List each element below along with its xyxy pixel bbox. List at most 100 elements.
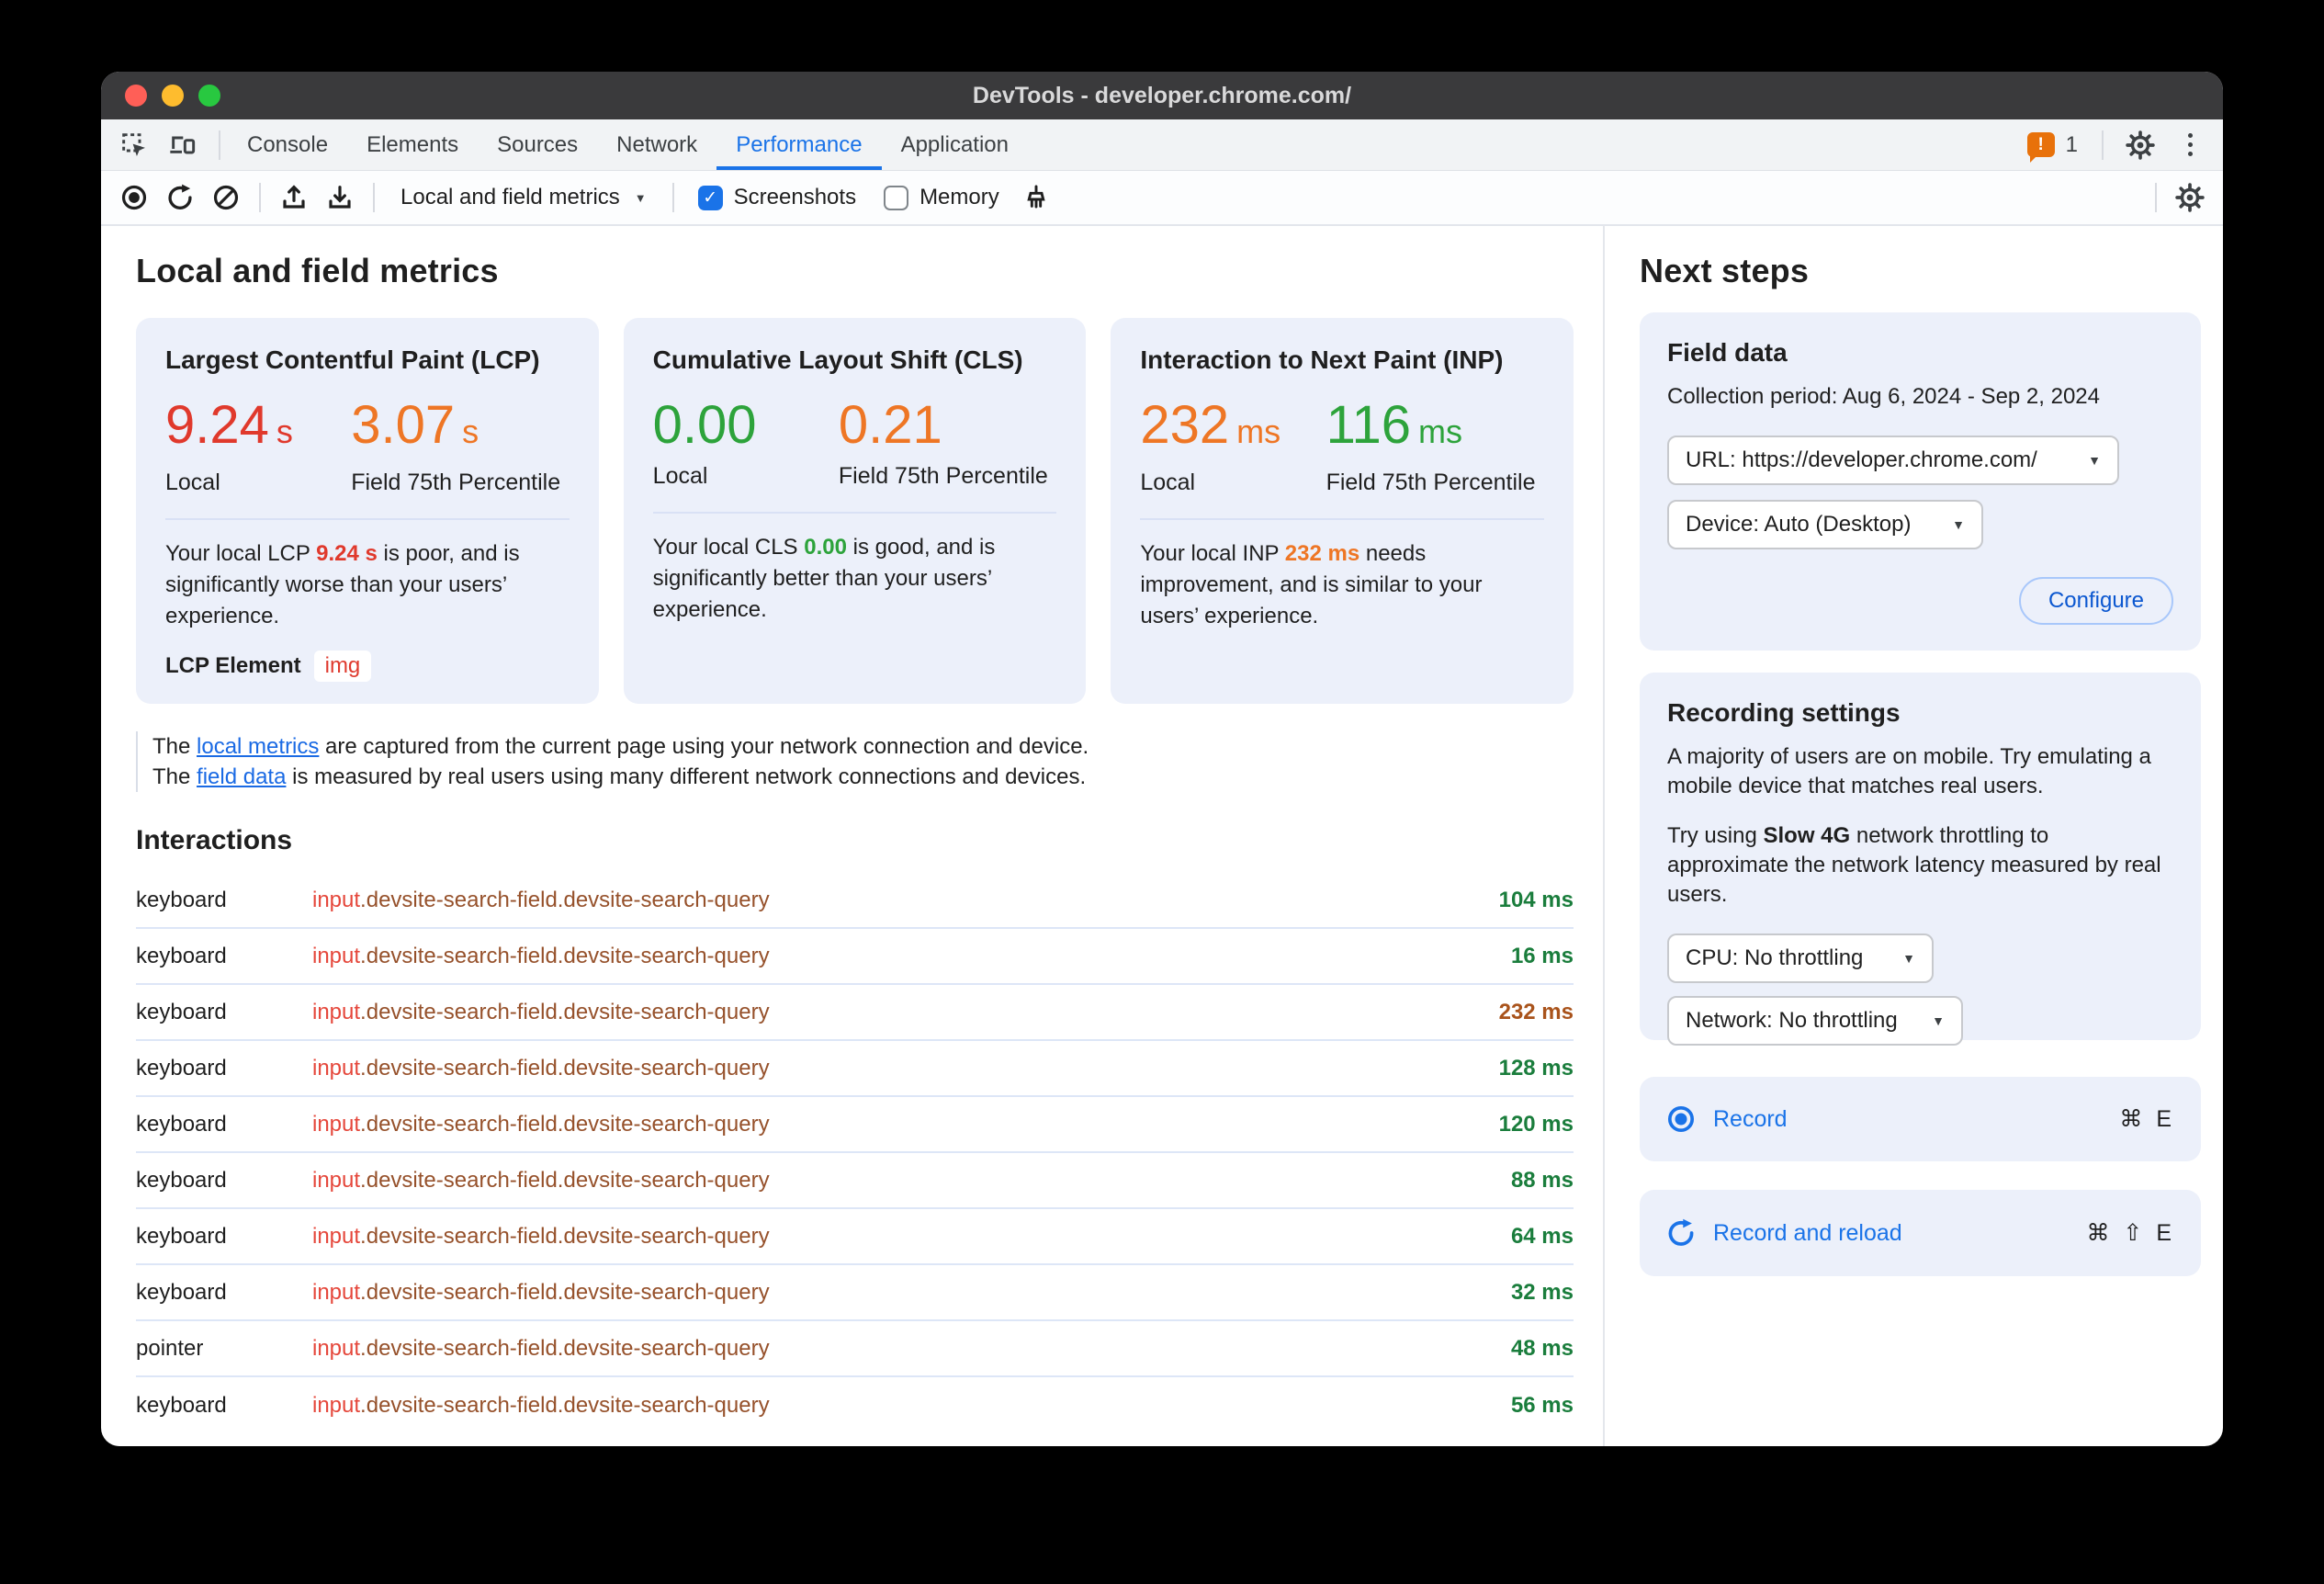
- network-throttling-select[interactable]: Network: No throttling ▼: [1667, 996, 1963, 1046]
- record-button[interactable]: Record ⌘ E: [1640, 1077, 2201, 1161]
- inp-local-value: 232 ms: [1140, 395, 1281, 455]
- panel-settings-gear-icon[interactable]: [2170, 178, 2210, 217]
- tab-performance[interactable]: Performance: [716, 119, 882, 170]
- performance-toolbar: Local and field metrics ▼ ✓ Screenshots …: [101, 171, 2223, 226]
- issues-warning-icon: !: [2026, 132, 2055, 163]
- table-row[interactable]: keyboard input.devsite-search-field.devsi…: [136, 1097, 1574, 1153]
- inp-description: Your local INP 232 ms needs improvement,…: [1140, 541, 1483, 628]
- cpu-throttling-select[interactable]: CPU: No throttling ▼: [1667, 933, 1934, 983]
- lcp-field-value: 3.07 s: [351, 395, 479, 455]
- panel-tabs: Console Elements Sources Network Perform…: [228, 119, 1028, 170]
- interaction-duration: 48 ms: [1510, 1335, 1574, 1361]
- interaction-duration: 56 ms: [1510, 1392, 1574, 1418]
- divider: [671, 183, 674, 212]
- tab-application[interactable]: Application: [900, 131, 1009, 157]
- tab-elements[interactable]: Elements: [367, 131, 459, 157]
- interaction-element-link[interactable]: input.devsite-search-field.devsite-searc…: [312, 1392, 770, 1418]
- field-data-link[interactable]: field data: [197, 764, 287, 789]
- table-row[interactable]: keyboard input.devsite-search-field.devsi…: [136, 1209, 1574, 1265]
- cls-card-title: Cumulative Layout Shift (CLS): [652, 345, 1023, 374]
- divider: [2102, 130, 2104, 160]
- lcp-card-title: Largest Contentful Paint (LCP): [165, 345, 540, 374]
- tab-sources[interactable]: Sources: [497, 131, 579, 157]
- download-profile-icon[interactable]: [320, 178, 360, 217]
- record-shortcut: ⌘ E: [2119, 1106, 2175, 1132]
- interaction-element-link[interactable]: input.devsite-search-field.devsite-searc…: [312, 887, 770, 912]
- metrics-note: The local metrics are captured from the …: [136, 731, 1574, 792]
- view-mode-select[interactable]: Local and field metrics ▼: [388, 185, 660, 210]
- cls-local-value: 0.00: [652, 395, 757, 455]
- interaction-element-link[interactable]: input.devsite-search-field.devsite-searc…: [312, 1111, 770, 1137]
- interactions-heading: Interactions: [136, 825, 293, 855]
- table-row[interactable]: keyboard input.devsite-search-field.devsi…: [136, 1265, 1574, 1321]
- record-reload-shortcut: ⌘ ⇧ E: [2086, 1220, 2175, 1246]
- devtools-window: DevTools - developer.chrome.com/ Console…: [101, 72, 2223, 1446]
- divider: [1140, 518, 1545, 520]
- table-row[interactable]: keyboard input.devsite-search-field.devsi…: [136, 1392, 1574, 1418]
- table-row[interactable]: keyboard input.devsite-search-field.devsi…: [136, 985, 1574, 1041]
- interaction-element-link[interactable]: input.devsite-search-field.devsite-searc…: [312, 1335, 770, 1361]
- lcp-element-label: LCP Element: [165, 653, 301, 678]
- record-icon: [1667, 1105, 1695, 1133]
- table-row[interactable]: pointer input.devsite-search-field.devsit…: [136, 1321, 1574, 1377]
- close-window-button[interactable]: [125, 85, 147, 107]
- interaction-duration: 16 ms: [1510, 943, 1574, 968]
- view-mode-value: Local and field metrics: [400, 185, 620, 209]
- memory-checkbox[interactable]: Memory: [873, 185, 1010, 210]
- cls-description: Your local CLS 0.00 is good, and is sign…: [652, 535, 996, 622]
- recording-tip-mobile: A majority of users are on mobile. Try e…: [1667, 744, 2151, 798]
- chevron-down-icon: ▼: [1952, 517, 1965, 532]
- metric-cards: Largest Contentful Paint (LCP) 9.24 s Loc…: [136, 318, 1574, 704]
- tab-network[interactable]: Network: [616, 131, 698, 157]
- interaction-duration: 232 ms: [1498, 999, 1574, 1024]
- interaction-duration: 120 ms: [1498, 1111, 1574, 1137]
- minimize-window-button[interactable]: [162, 85, 184, 107]
- issues-button[interactable]: ! 1: [2020, 131, 2085, 163]
- table-row[interactable]: keyboard input.devsite-search-field.devsi…: [136, 929, 1574, 985]
- interaction-duration: 88 ms: [1510, 1167, 1574, 1193]
- screenshots-checkbox[interactable]: ✓ Screenshots: [687, 185, 867, 210]
- record-and-reload-button[interactable]: Record and reload ⌘ ⇧ E: [1640, 1190, 2201, 1276]
- interaction-element-link[interactable]: input.devsite-search-field.devsite-searc…: [312, 943, 770, 968]
- table-row[interactable]: keyboard input.devsite-search-field.devsi…: [136, 1041, 1574, 1097]
- local-metrics-link[interactable]: local metrics: [197, 734, 320, 759]
- upload-profile-icon[interactable]: [274, 178, 314, 217]
- url-select[interactable]: URL: https://developer.chrome.com/ ▼: [1667, 436, 2119, 485]
- configure-button[interactable]: Configure: [2018, 577, 2173, 625]
- main-panel: Local and field metrics Largest Contentf…: [101, 226, 1605, 1446]
- lcp-element-link[interactable]: img: [313, 651, 372, 682]
- device-select[interactable]: Device: Auto (Desktop) ▼: [1667, 500, 1983, 549]
- table-row[interactable]: keyboard input.devsite-search-field.devsi…: [136, 873, 1574, 929]
- interaction-element-link[interactable]: input.devsite-search-field.devsite-searc…: [312, 1167, 770, 1193]
- inspect-element-icon[interactable]: [114, 126, 154, 164]
- chevron-down-icon: ▼: [1932, 1013, 1945, 1028]
- collect-garbage-icon[interactable]: [1016, 178, 1056, 217]
- more-options-kebab-icon[interactable]: [2170, 126, 2210, 164]
- inp-field-value: 116 ms: [1326, 395, 1463, 455]
- next-steps-heading: Next steps: [1640, 252, 1810, 289]
- interaction-element-link[interactable]: input.devsite-search-field.devsite-searc…: [312, 1055, 770, 1081]
- tab-bar-right: ! 1: [2020, 119, 2223, 170]
- divider: [259, 183, 261, 212]
- interactions-table: keyboard input.devsite-search-field.devsi…: [136, 873, 1574, 1433]
- issues-count: 1: [2065, 131, 2078, 157]
- device-toolbar-icon[interactable]: [162, 126, 202, 164]
- tab-console[interactable]: Console: [247, 131, 329, 157]
- zoom-window-button[interactable]: [198, 85, 220, 107]
- chevron-down-icon: ▼: [1902, 951, 1915, 966]
- inp-card-title: Interaction to Next Paint (INP): [1140, 345, 1504, 374]
- clear-icon[interactable]: [206, 178, 246, 217]
- local-label: Local: [165, 470, 220, 495]
- table-row[interactable]: keyboard input.devsite-search-field.devsi…: [136, 1153, 1574, 1209]
- interaction-duration: 32 ms: [1510, 1279, 1574, 1305]
- settings-gear-icon[interactable]: [2120, 126, 2160, 164]
- record-and-reload-icon[interactable]: [160, 178, 200, 217]
- tab-bar: Console Elements Sources Network Perform…: [101, 119, 2223, 171]
- recording-tip-throttling: Try using Slow 4G network throttling to …: [1667, 823, 2161, 907]
- interaction-element-link[interactable]: input.devsite-search-field.devsite-searc…: [312, 1279, 770, 1305]
- divider: [373, 183, 375, 212]
- interaction-element-link[interactable]: input.devsite-search-field.devsite-searc…: [312, 999, 770, 1024]
- record-icon[interactable]: [114, 178, 154, 217]
- field-label: Field 75th Percentile: [351, 470, 561, 495]
- interaction-element-link[interactable]: input.devsite-search-field.devsite-searc…: [312, 1223, 770, 1249]
